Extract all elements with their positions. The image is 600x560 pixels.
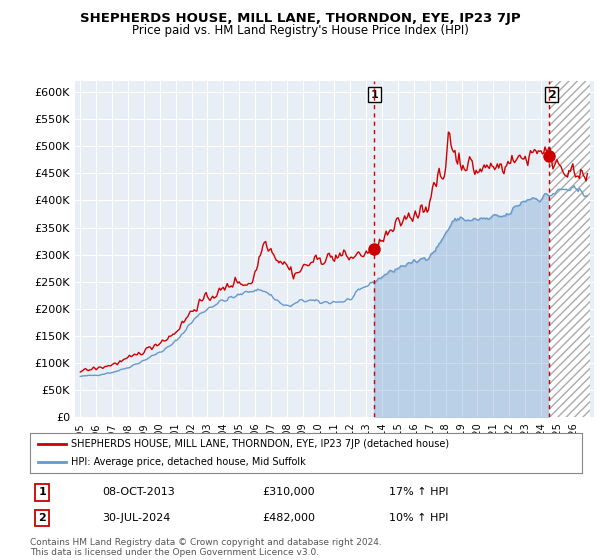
Text: HPI: Average price, detached house, Mid Suffolk: HPI: Average price, detached house, Mid … (71, 458, 306, 467)
Text: 10% ↑ HPI: 10% ↑ HPI (389, 513, 448, 523)
Text: SHEPHERDS HOUSE, MILL LANE, THORNDON, EYE, IP23 7JP: SHEPHERDS HOUSE, MILL LANE, THORNDON, EY… (80, 12, 520, 25)
Text: 2: 2 (548, 90, 556, 100)
Text: 1: 1 (370, 90, 378, 100)
Text: Price paid vs. HM Land Registry's House Price Index (HPI): Price paid vs. HM Land Registry's House … (131, 24, 469, 37)
Text: 30-JUL-2024: 30-JUL-2024 (102, 513, 170, 523)
Text: 1: 1 (38, 487, 46, 497)
Text: £310,000: £310,000 (262, 487, 314, 497)
Text: 17% ↑ HPI: 17% ↑ HPI (389, 487, 448, 497)
Text: £482,000: £482,000 (262, 513, 315, 523)
Text: SHEPHERDS HOUSE, MILL LANE, THORNDON, EYE, IP23 7JP (detached house): SHEPHERDS HOUSE, MILL LANE, THORNDON, EY… (71, 439, 449, 449)
Text: Contains HM Land Registry data © Crown copyright and database right 2024.
This d: Contains HM Land Registry data © Crown c… (30, 538, 382, 557)
Bar (549, 81, 590, 417)
Text: 08-OCT-2013: 08-OCT-2013 (102, 487, 175, 497)
Text: 2: 2 (38, 513, 46, 523)
